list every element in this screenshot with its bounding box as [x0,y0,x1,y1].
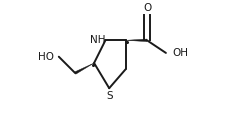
Text: NH: NH [90,35,106,45]
Polygon shape [75,63,94,74]
Text: HO: HO [38,52,54,62]
Polygon shape [126,39,147,42]
Text: O: O [143,3,151,13]
Text: S: S [106,91,112,101]
Text: OH: OH [173,48,189,58]
